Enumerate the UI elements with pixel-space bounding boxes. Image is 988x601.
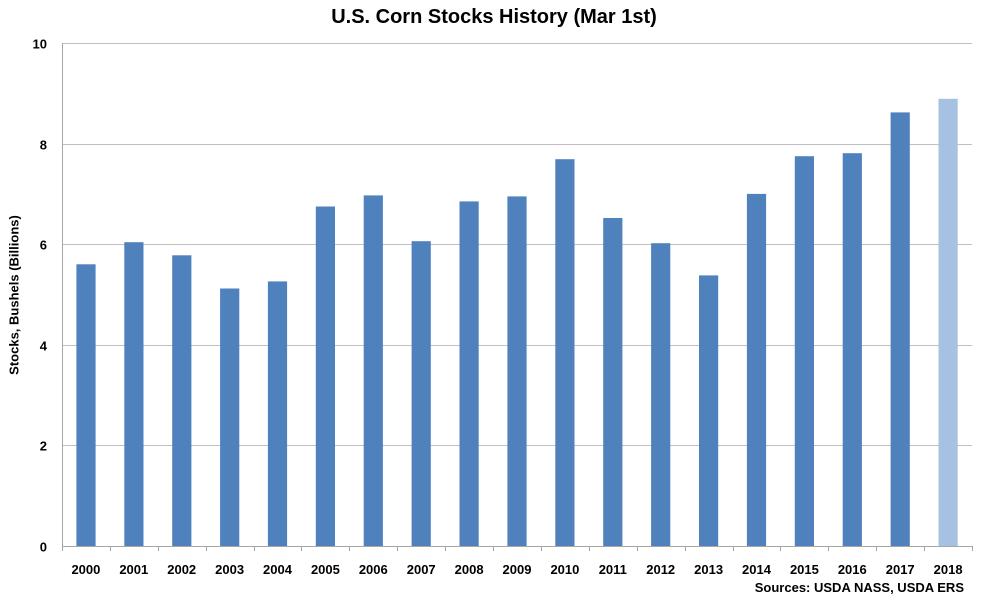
x-tick-label: 2014 [742,562,772,577]
bar-2002 [172,255,192,547]
bar-2016 [842,153,862,546]
y-tick-label: 6 [40,238,47,253]
x-tick-label: 2001 [119,562,148,577]
bar-2017 [890,112,910,547]
bar-2006 [363,195,383,546]
chart-title: U.S. Corn Stocks History (Mar 1st) [331,6,657,28]
bar-2018 [938,98,958,547]
bar-2014 [746,193,767,546]
x-tick-label: 2003 [215,562,244,577]
x-tick-label: 2006 [359,562,388,577]
x-tick-label: 2007 [407,562,436,577]
y-tick-label: 10 [33,37,47,52]
x-tick-label: 2018 [934,562,963,577]
x-tick-label: 2011 [599,562,627,577]
bar-2013 [699,275,719,546]
x-tick-label: 2012 [646,562,675,577]
x-tick-label: 2016 [838,562,867,577]
source-note: Sources: USDA NASS, USDA ERS [754,580,964,595]
bar-2000 [76,264,96,546]
bar-2004 [267,281,288,546]
x-tick-label: 2009 [503,562,532,577]
bar-2011 [603,218,623,546]
bar-2007 [411,241,431,546]
y-tick-label: 8 [40,138,47,153]
bar-2008 [459,201,479,546]
x-tick-label: 2015 [790,562,819,577]
x-tick-label: 2013 [694,562,723,577]
y-tick-label: 0 [40,540,47,555]
y-tick-label: 4 [40,339,48,354]
x-tick-label: 2000 [71,562,100,577]
x-tick-label: 2008 [455,562,484,577]
x-tick-label: 2002 [167,562,196,577]
x-tick-label: 2017 [886,562,915,577]
x-tick-label: 2010 [550,562,579,577]
bar-2010 [555,159,575,546]
y-tick-label: 2 [40,439,47,454]
bar-2009 [507,196,527,546]
bar-2012 [651,243,671,546]
bar-2015 [794,156,814,546]
bar-2005 [315,206,335,546]
x-tick-label: 2004 [263,562,293,577]
bar-2001 [124,242,144,546]
x-tick-label: 2005 [311,562,340,577]
bar-2003 [220,288,240,546]
